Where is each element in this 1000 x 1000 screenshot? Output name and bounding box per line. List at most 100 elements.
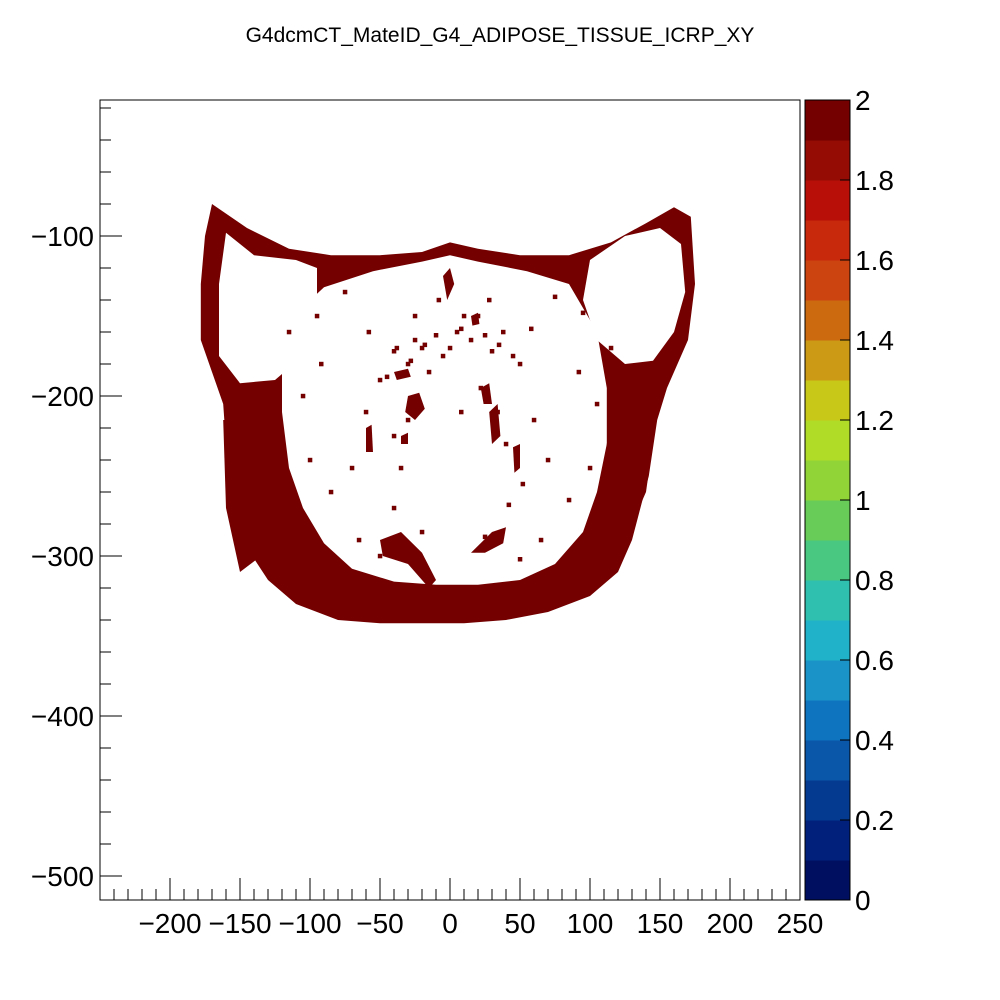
colorbar-segment [805,300,850,341]
colorbar-segment [805,180,850,221]
speck-48 [576,369,582,375]
x-tick-label: 250 [777,908,824,939]
axes: −200 −150 −100 −50 0 50 100 150 200 250−100−200−3… [31,107,824,939]
speck-42 [517,557,523,562]
speck-29 [580,310,586,316]
x-tick-label: −150 [208,908,271,939]
speck-32 [391,433,397,439]
colorbar-label: 0.6 [855,645,894,676]
colorbar-label: 1 [855,485,871,516]
speck-38 [520,481,526,487]
colorbar-segment [805,500,850,541]
speck-63 [608,345,614,351]
colorbar-segment [805,460,850,501]
speck-33 [503,441,509,447]
x-tick-label: −100 [278,908,341,939]
region-right-notch [606,392,660,556]
speck-17 [489,349,495,354]
speck-39 [356,537,362,543]
blob-4 [394,368,411,380]
speck-3 [394,345,400,351]
speck-36 [478,385,484,391]
speck-61 [566,577,572,583]
colorbar-label: 1.8 [855,165,894,196]
colorbar-segment [805,860,850,901]
speck-44 [468,593,474,599]
speck-24 [349,465,355,471]
colorbar-label: 1.6 [855,245,894,276]
colorbar-segment [805,260,850,301]
colorbar-label: 0.4 [855,725,894,756]
speck-2 [391,349,397,354]
y-tick-label: −100 [31,221,94,252]
blob-3 [480,383,492,404]
speck-34 [461,313,467,319]
region-left-lobe [219,232,317,384]
speck-7 [419,345,425,351]
y-tick-label: −200 [31,381,94,412]
chart-title: G4dcmCT_MateID_G4_ADIPOSE_TISSUE_ICRP_XY [246,24,755,47]
speck-19 [501,329,506,335]
colorbar-label: 1.4 [855,325,894,356]
speck-59 [594,401,600,407]
speck-60 [328,569,334,575]
speck-0 [377,377,383,383]
speck-9 [433,333,439,338]
speck-18 [496,342,502,348]
speck-67 [482,534,488,540]
colorbar-segment [805,660,850,701]
colorbar-segment [805,140,850,181]
speck-15 [475,313,481,319]
speck-16 [482,333,488,338]
colorbar-segment [805,100,850,141]
x-tick-label: 100 [567,908,614,939]
colorbar: 0 0.2 0.4 0.6 0.8 1 1.2 1.4 1.6 1.8 2 [804,85,894,916]
colorbar-segment [805,420,850,461]
speck-6 [412,337,418,343]
y-tick-label: −500 [31,861,94,892]
blob-5 [380,532,436,588]
speck-65 [506,502,512,508]
colorbar-segment [805,220,850,261]
speck-47 [319,361,324,367]
region-inner-cavity [282,255,607,585]
colorbar-segment [805,340,850,381]
x-tick-label: 0 [442,908,458,939]
colorbar-segment [805,580,850,621]
speck-11 [447,345,453,351]
x-tick-label: 50 [504,908,535,939]
speck-13 [459,326,464,332]
colorbar-segment [805,820,850,861]
speck-21 [517,361,523,367]
speck-30 [342,289,348,295]
speck-26 [328,489,334,495]
speck-45 [412,313,418,319]
x-tick-label: −200 [138,908,201,939]
blob-9 [401,432,408,444]
speck-57 [587,465,593,471]
speck-1 [384,374,390,380]
x-tick-label: 150 [637,908,684,939]
x-tick-label: −50 [356,908,404,939]
blob-8 [513,444,520,473]
y-tick-label: −400 [31,701,94,732]
speck-5 [408,358,414,364]
blob-1 [405,392,425,420]
colorbar-label: 0 [855,885,871,916]
speck-58 [300,393,306,399]
colorbar-segment [805,380,850,421]
y-tick-label: −300 [31,541,94,572]
colorbar-segment [805,700,850,741]
speck-64 [391,505,397,511]
speck-25 [545,457,551,463]
speck-12 [454,329,460,335]
speck-50 [529,326,534,332]
speck-40 [538,537,544,543]
speck-14 [468,337,474,343]
region-left-notch [223,420,275,572]
speck-43 [440,585,446,591]
x-tick-label: 200 [707,908,754,939]
speck-54 [405,417,411,423]
speck-55 [495,409,500,415]
